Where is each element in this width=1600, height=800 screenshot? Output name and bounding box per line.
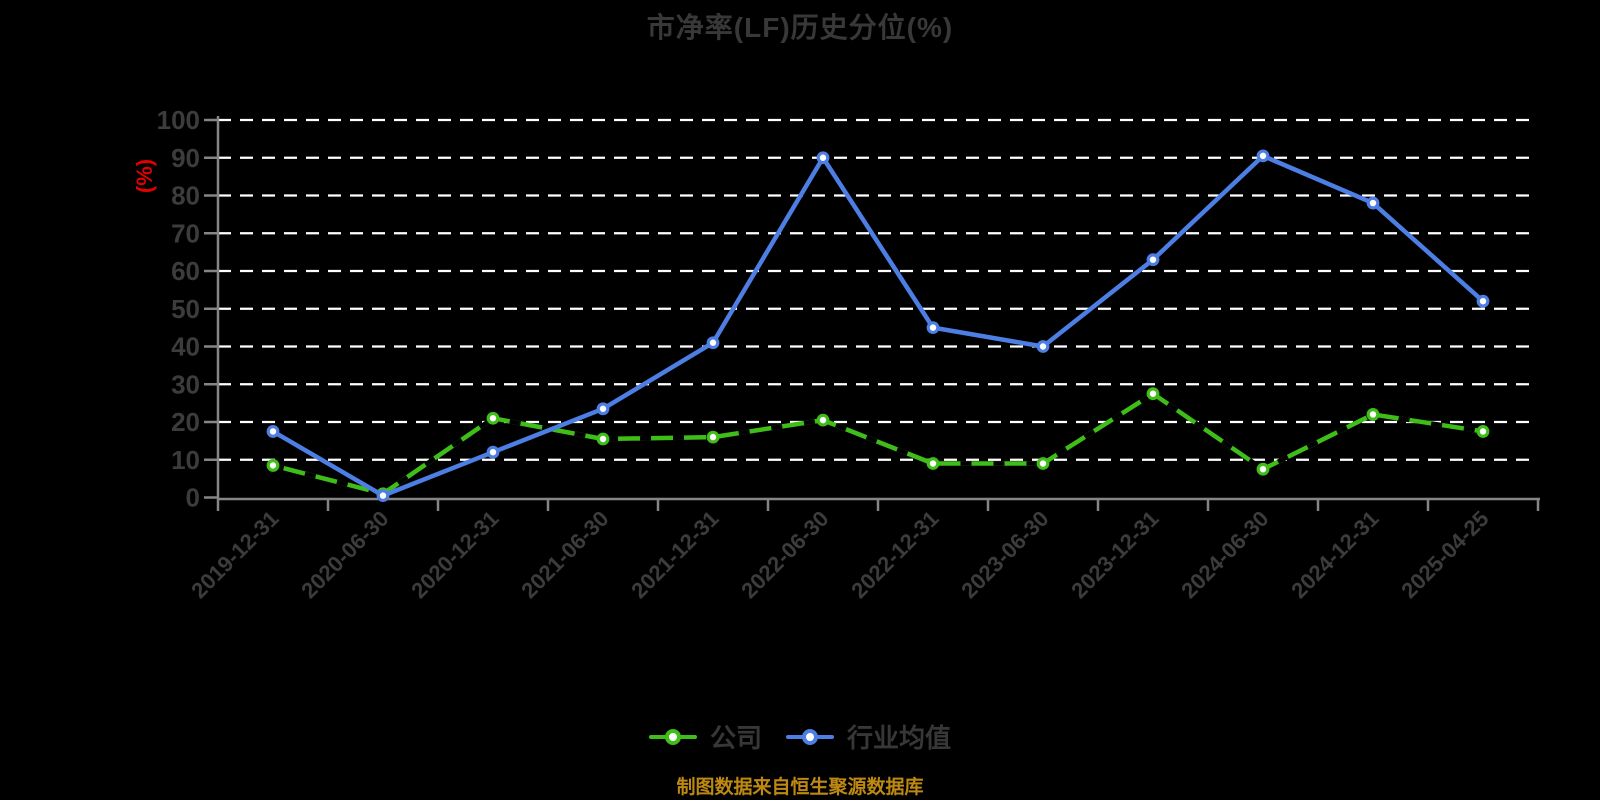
company-data-point[interactable]: [706, 430, 720, 444]
company-data-point[interactable]: [1256, 462, 1270, 476]
industry-data-point[interactable]: [816, 151, 830, 165]
x-tick-label: 2024-12-31: [1286, 506, 1383, 603]
industry-line-marker-icon: [786, 728, 834, 745]
industry-data-point[interactable]: [1146, 253, 1160, 267]
x-tick-label: 2023-12-31: [1066, 506, 1163, 603]
company-data-point[interactable]: [926, 457, 940, 470]
y-tick-label: 10: [171, 445, 200, 475]
industry-data-point[interactable]: [266, 425, 280, 438]
industry-data-point[interactable]: [1366, 196, 1380, 210]
legend-label-industry-average: 行业均值: [847, 723, 952, 753]
company-data-point[interactable]: [1366, 408, 1380, 421]
industry-data-point[interactable]: [706, 336, 720, 350]
y-axis-unit-label: (%): [132, 159, 157, 193]
company-data-point[interactable]: [1146, 387, 1160, 401]
company-data-point[interactable]: [1036, 457, 1050, 470]
industry-data-point[interactable]: [926, 321, 940, 335]
x-tick-label: 2023-06-30: [956, 506, 1053, 603]
x-tick-label: 2020-12-31: [406, 506, 503, 603]
industry-data-point[interactable]: [1036, 340, 1050, 353]
legend-label-company: 公司: [709, 723, 762, 753]
industry-series-line: [271, 153, 1485, 498]
x-tick-label: 2020-06-30: [296, 506, 393, 603]
x-tick-label: 2021-12-31: [626, 506, 723, 603]
y-tick-label: 30: [171, 369, 200, 399]
industry-data-point[interactable]: [596, 402, 610, 416]
chart-title: 市净率(LF)历史分位(%): [646, 12, 954, 43]
y-tick-label: 90: [171, 143, 200, 173]
x-tick-label: 2022-06-30: [736, 506, 833, 603]
x-tick-label: 2021-06-30: [516, 506, 613, 603]
y-tick-label: 20: [171, 407, 200, 437]
chart-legend: 公司 行业均值: [0, 718, 1600, 755]
industry-data-point[interactable]: [1256, 149, 1270, 163]
company-data-point[interactable]: [486, 411, 500, 425]
company-data-point[interactable]: [266, 459, 280, 472]
x-tick-label: 2022-12-31: [846, 506, 943, 603]
company-series-dash-overlay: [272, 391, 1484, 496]
company-data-point[interactable]: [1476, 425, 1490, 438]
data-source-caption: 制图数据来自恒生聚源数据库: [676, 777, 924, 798]
y-tick-label: 100: [157, 105, 200, 135]
industry-data-point[interactable]: [486, 445, 500, 459]
y-tick-label: 70: [171, 218, 200, 248]
y-tick-label: 80: [171, 181, 200, 211]
y-tick-label: 60: [171, 256, 200, 286]
industry-data-point[interactable]: [376, 489, 390, 503]
x-tick-label: 2025-04-25: [1396, 506, 1493, 603]
y-tick-label: 0: [186, 483, 200, 513]
legend-item-company[interactable]: 公司: [648, 718, 762, 755]
industry-data-point[interactable]: [1476, 294, 1490, 308]
y-tick-label: 50: [171, 294, 200, 324]
x-tick-label: 2019-12-31: [186, 506, 283, 603]
legend-item-industry-average[interactable]: 行业均值: [786, 718, 951, 755]
x-tick-label: 2024-06-30: [1176, 506, 1273, 603]
company-data-point[interactable]: [596, 432, 610, 446]
company-line-marker-icon: [648, 728, 697, 745]
company-data-point[interactable]: [816, 413, 830, 427]
y-tick-label: 40: [171, 332, 200, 362]
